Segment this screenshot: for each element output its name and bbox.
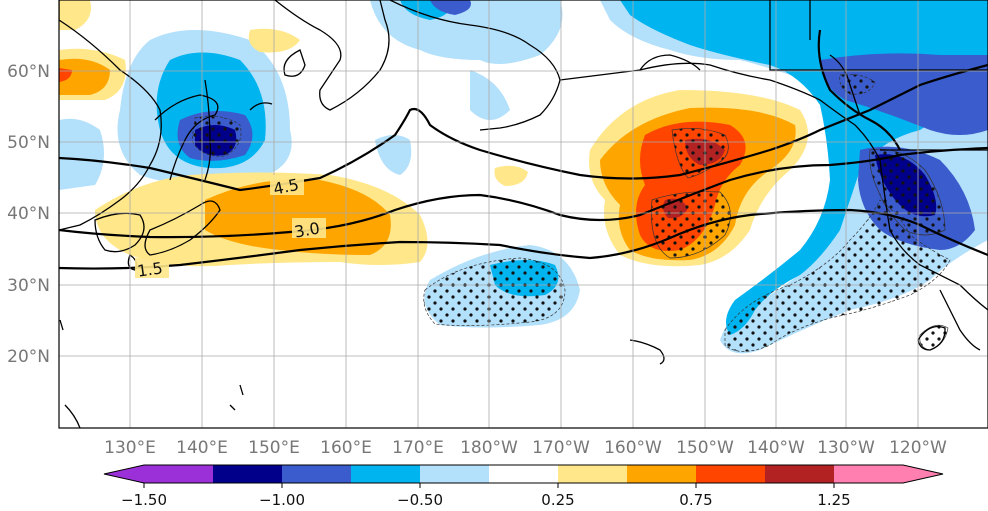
colorbar-segment — [213, 465, 282, 483]
map-frame — [58, 0, 988, 429]
colorbar-segment — [558, 465, 627, 483]
colorbar-tick-label: 0.25 — [541, 491, 574, 509]
lon-label-150e: 150°E — [248, 438, 300, 458]
lat-label-30n: 30°N — [7, 276, 50, 296]
contour-label-1-5: 1.5 — [136, 258, 164, 280]
latitude-labels: 60°N 50°N 40°N 30°N 20°N — [7, 62, 50, 367]
contour-label-4-5: 4.5 — [272, 175, 301, 199]
colorbar-min-extension — [104, 465, 144, 483]
colorbar-segment — [282, 465, 351, 483]
colorbar-segment — [351, 465, 420, 483]
lon-label-170e: 170°E — [392, 438, 444, 458]
lon-label-160w: 160°W — [604, 438, 662, 458]
coastlines — [59, 0, 988, 428]
colorbar-segment — [765, 465, 834, 483]
colorbar-tick-label: −0.50 — [397, 491, 443, 509]
lon-label-150w: 150°W — [676, 438, 734, 458]
colorbar-tick-label: 0.75 — [679, 491, 712, 509]
lon-label-130w: 130°W — [817, 438, 875, 458]
colorbar-max-extension — [903, 465, 943, 483]
longitude-labels: 130°E 140°E 150°E 160°E 170°E 180°W 170°… — [104, 438, 947, 458]
lon-label-160e: 160°E — [320, 438, 372, 458]
gridlines — [59, 0, 988, 428]
colorbar-segment — [834, 465, 903, 483]
lon-label-180w: 180°W — [460, 438, 518, 458]
lat-label-20n: 20°N — [7, 347, 50, 367]
lon-label-140w: 140°W — [747, 438, 805, 458]
lon-label-120w: 120°W — [889, 438, 947, 458]
colorbar-tick-label: −1.50 — [121, 491, 167, 509]
shaded-anomaly-layer — [59, 0, 988, 428]
colorbar-segment — [489, 465, 558, 483]
colorbar-segment — [696, 465, 765, 483]
colorbar-tick-label: −1.00 — [259, 491, 305, 509]
lon-label-170w: 170°W — [532, 438, 590, 458]
climatology-contours — [59, 29, 988, 270]
colorbar-segment — [420, 465, 489, 483]
lat-label-60n: 60°N — [7, 62, 50, 82]
lon-label-140e: 140°E — [176, 438, 228, 458]
lat-label-50n: 50°N — [7, 133, 50, 153]
contour-label-3-0: 3.0 — [293, 218, 321, 241]
colorbar-tick-label: 1.25 — [817, 491, 850, 509]
lon-label-130e: 130°E — [104, 438, 156, 458]
colorbar-segment — [144, 465, 213, 483]
lat-label-40n: 40°N — [7, 204, 50, 224]
colorbar: −1.50 −1.00 −0.50 0.25 0.75 1.25 — [103, 464, 944, 509]
colorbar-segment — [627, 465, 696, 483]
